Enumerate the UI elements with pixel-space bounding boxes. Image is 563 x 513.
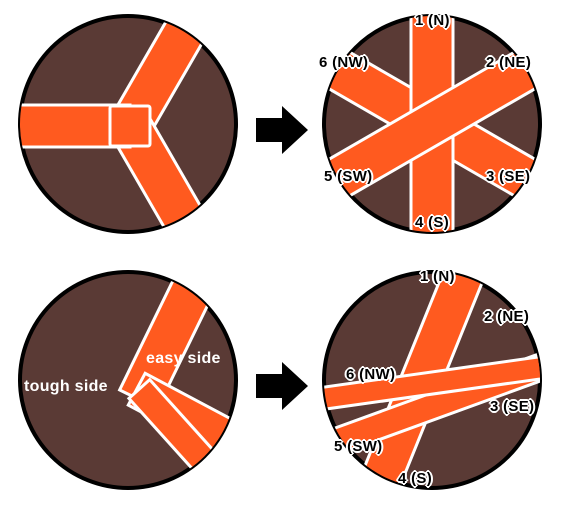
row-2: tough side easy side (0, 256, 563, 512)
arrow-icon (252, 356, 312, 416)
pie-angled-directions: 1 (N) 2 (NE) 3 (SE) 4 (S) 5 (SW) 6 (NW) (322, 270, 542, 490)
arrow-icon (252, 100, 312, 160)
pie-six-directions: 1 (N) 2 (NE) 3 (SE) 4 (S) 5 (SW) 6 (NW) (322, 14, 542, 234)
pie-angled: tough side easy side (18, 270, 238, 490)
pie-y-spoke (18, 14, 238, 234)
row-1: 1 (N) 2 (NE) 3 (SE) 4 (S) 5 (SW) 6 (NW) (0, 0, 563, 256)
